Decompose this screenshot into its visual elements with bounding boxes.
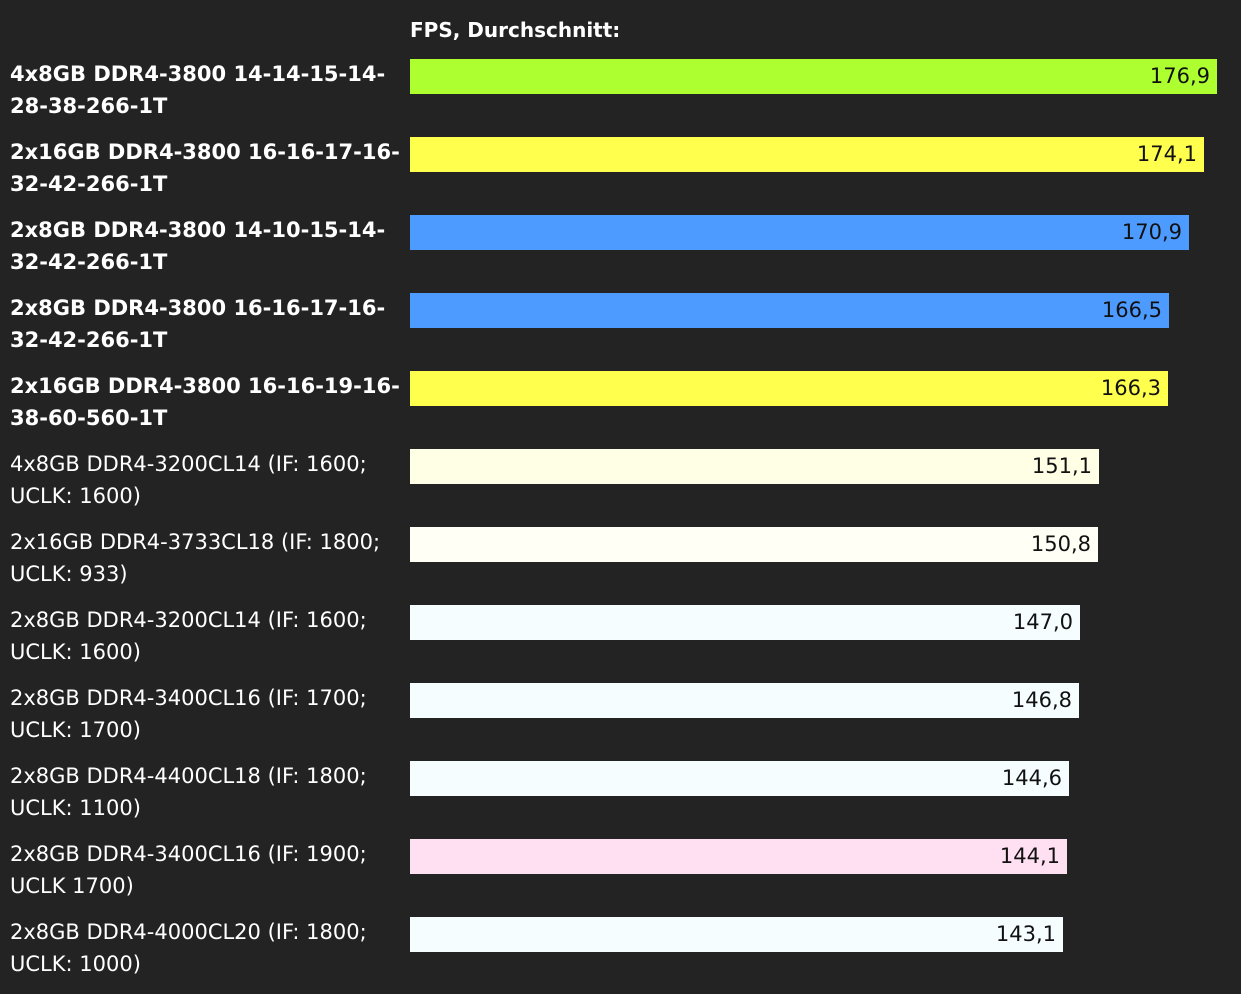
value-label: 176,9	[1149, 64, 1210, 88]
category-label: 2x16GB DDR4-3800 16-16-19-16-38-60-560-1…	[10, 374, 400, 430]
value-label: 151,1	[1031, 454, 1092, 478]
bar: 147,0	[410, 605, 1080, 640]
category-label: 2x8GB DDR4-3800 16-16-17-16-32-42-266-1T	[10, 296, 386, 352]
bar-row: 4x8GB DDR4-3200CL14 (IF: 1600; UCLK: 160…	[0, 448, 1241, 526]
bar-row: 2x8GB DDR4-3800 16-16-17-16-32-42-266-1T…	[0, 292, 1241, 370]
category-label: 2x8GB DDR4-3200CL14 (IF: 1600; UCLK: 160…	[10, 608, 367, 664]
value-label: 166,3	[1100, 376, 1161, 400]
value-label: 144,6	[1001, 766, 1062, 790]
value-label: 170,9	[1121, 220, 1182, 244]
bar-row: 4x8GB DDR4-3800 14-14-15-14-28-38-266-1T…	[0, 58, 1241, 136]
value-label: 166,5	[1101, 298, 1162, 322]
bar: 176,9	[410, 59, 1217, 94]
bar: 144,6	[410, 761, 1069, 796]
bar-row: 2x8GB DDR4-3400CL16 (IF: 1700; UCLK: 170…	[0, 682, 1241, 760]
category-label: 2x16GB DDR4-3800 16-16-17-16-32-42-266-1…	[10, 140, 400, 196]
value-label: 143,1	[995, 922, 1056, 946]
value-label: 147,0	[1012, 610, 1073, 634]
bar-row: 2x8GB DDR4-4000CL20 (IF: 1800; UCLK: 100…	[0, 916, 1241, 994]
bar: 150,8	[410, 527, 1098, 562]
category-label: 2x8GB DDR4-3400CL16 (IF: 1900; UCLK 1700…	[10, 842, 367, 898]
value-label: 144,1	[999, 844, 1060, 868]
category-label: 2x16GB DDR4-3733CL18 (IF: 1800; UCLK: 93…	[10, 530, 381, 586]
value-label: 150,8	[1030, 532, 1091, 556]
bar-row: 2x16GB DDR4-3800 16-16-19-16-38-60-560-1…	[0, 370, 1241, 448]
bar: 146,8	[410, 683, 1079, 718]
bar-row: 2x8GB DDR4-3200CL14 (IF: 1600; UCLK: 160…	[0, 604, 1241, 682]
category-label: 4x8GB DDR4-3800 14-14-15-14-28-38-266-1T	[10, 62, 386, 118]
bar-row: 2x8GB DDR4-3400CL16 (IF: 1900; UCLK 1700…	[0, 838, 1241, 916]
bar: 151,1	[410, 449, 1099, 484]
bar-row: 2x16GB DDR4-3800 16-16-17-16-32-42-266-1…	[0, 136, 1241, 214]
bar: 174,1	[410, 137, 1204, 172]
category-label: 2x8GB DDR4-4000CL20 (IF: 1800; UCLK: 100…	[10, 920, 367, 976]
bar: 166,3	[410, 371, 1168, 406]
value-label: 146,8	[1011, 688, 1072, 712]
category-label: 4x8GB DDR4-3200CL14 (IF: 1600; UCLK: 160…	[10, 452, 367, 508]
bar: 144,1	[410, 839, 1067, 874]
value-label: 174,1	[1136, 142, 1197, 166]
bar: 143,1	[410, 917, 1063, 952]
bar-row: 2x16GB DDR4-3733CL18 (IF: 1800; UCLK: 93…	[0, 526, 1241, 604]
bar: 166,5	[410, 293, 1169, 328]
category-label: 2x8GB DDR4-4400CL18 (IF: 1800; UCLK: 110…	[10, 764, 367, 820]
category-label: 2x8GB DDR4-3400CL16 (IF: 1700; UCLK: 170…	[10, 686, 367, 742]
category-label: 2x8GB DDR4-3800 14-10-15-14-32-42-266-1T	[10, 218, 386, 274]
bar-row: 2x8GB DDR4-4400CL18 (IF: 1800; UCLK: 110…	[0, 760, 1241, 838]
bar-row: 2x8GB DDR4-3800 14-10-15-14-32-42-266-1T…	[0, 214, 1241, 292]
chart-title: FPS, Durchschnitt:	[410, 18, 621, 42]
bar: 170,9	[410, 215, 1189, 250]
